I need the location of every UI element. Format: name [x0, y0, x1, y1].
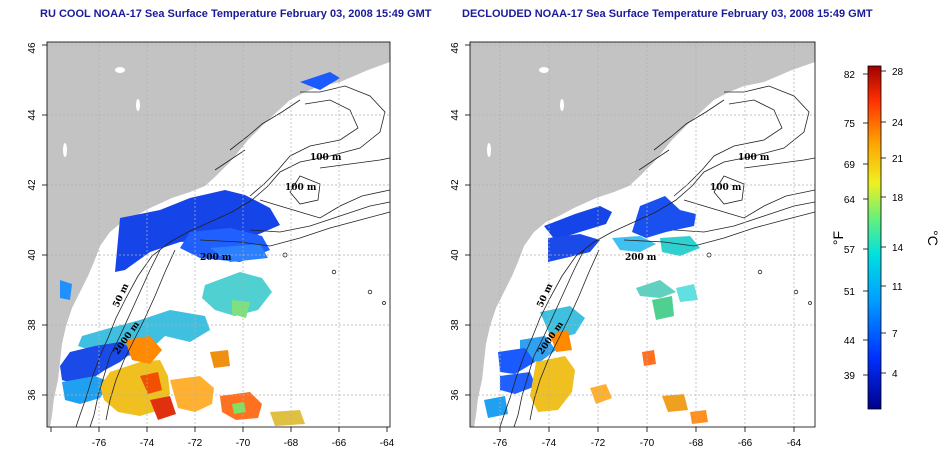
left-map-panel: 100 m 100 m 200 m 50 m 2000 m -76 -74 -7… — [27, 41, 395, 449]
y-axis-ticks — [465, 44, 470, 396]
contour-label-100m: 100 m — [285, 183, 317, 193]
x-tick-label: -68 — [284, 438, 299, 449]
celsius-tick: 21 — [892, 154, 904, 165]
lake-shape — [136, 99, 140, 111]
contour-label-200m: 200 m — [200, 253, 232, 263]
celsius-unit-label: °C — [925, 230, 941, 246]
contour-label-100m: 100 m — [738, 153, 770, 163]
temperature-colorbar: 82 75 69 64 57 51 44 39 28 24 21 18 14 1… — [830, 65, 941, 410]
plot-frame — [46, 41, 391, 428]
lake-shape — [63, 143, 67, 157]
y-tick-label: 44 — [27, 109, 38, 121]
x-tick-label: -70 — [640, 438, 655, 449]
y-tick-label: 38 — [450, 319, 461, 331]
x-tick-label: -66 — [332, 438, 347, 449]
x-tick-label: -70 — [236, 438, 251, 449]
seamount-contour — [331, 269, 337, 275]
celsius-tick: 7 — [892, 329, 898, 340]
y-tick-label: 36 — [450, 389, 461, 401]
y-tick-label: 46 — [27, 42, 38, 54]
contour-label-100m: 100 m — [310, 153, 342, 163]
x-tick-label: -64 — [787, 438, 802, 449]
seamount-contour — [808, 301, 812, 305]
lake-shape — [487, 143, 491, 157]
fahrenheit-tick: 75 — [844, 119, 856, 130]
land-mass — [470, 42, 815, 427]
x-tick-label: -66 — [738, 438, 753, 449]
plot-frame — [469, 41, 816, 428]
seamount-contour — [757, 269, 763, 275]
bathymetry-contours — [499, 85, 815, 427]
lake-shape — [539, 67, 549, 73]
celsius-tick: 18 — [892, 193, 904, 204]
x-tick-label: -76 — [493, 438, 508, 449]
y-tick-label: 42 — [27, 179, 38, 191]
fahrenheit-unit-label: °F — [830, 231, 846, 245]
fahrenheit-tick: 69 — [844, 160, 856, 171]
fahrenheit-tick: 82 — [844, 70, 856, 81]
y-tick-label: 44 — [450, 109, 461, 121]
seamount-contour — [367, 289, 373, 295]
x-tick-label: -68 — [689, 438, 704, 449]
x-tick-label: -74 — [542, 438, 557, 449]
x-tick-label: -74 — [140, 438, 155, 449]
x-tick-label: -72 — [188, 438, 203, 449]
colorbar-ticks — [863, 70, 886, 376]
fahrenheit-tick: 51 — [844, 287, 856, 298]
land-mass — [47, 42, 390, 427]
celsius-tick: 28 — [892, 67, 904, 78]
celsius-tick: 14 — [892, 243, 904, 254]
fahrenheit-tick: 64 — [844, 195, 856, 206]
grid-lines — [470, 42, 815, 427]
y-tick-label: 42 — [450, 179, 461, 191]
sst-data-right — [484, 196, 708, 424]
seamount-contour — [382, 301, 386, 305]
lake-shape — [115, 67, 125, 73]
y-axis-ticks — [42, 44, 47, 396]
right-map-panel: 100 m 100 m 200 m 50 m 2000 m -76 -74 -7… — [450, 41, 816, 449]
contour-label-200m: 200 m — [625, 253, 657, 263]
grid-lines — [47, 42, 390, 427]
y-tick-label: 38 — [27, 319, 38, 331]
x-tick-label: -76 — [92, 438, 107, 449]
right-map-title: DECLOUDED NOAA-17 Sea Surface Temperatur… — [462, 8, 873, 20]
left-map-title: RU COOL NOAA-17 Sea Surface Temperature … — [40, 8, 432, 20]
x-tick-label: -72 — [591, 438, 606, 449]
fahrenheit-tick: 44 — [844, 336, 856, 347]
contour-label-100m: 100 m — [710, 183, 742, 193]
fahrenheit-tick: 57 — [844, 245, 856, 256]
colorbar-gradient — [867, 65, 882, 410]
x-tick-label: -64 — [380, 438, 395, 449]
x-axis-ticks — [50, 427, 388, 432]
sst-data-left — [60, 72, 340, 426]
x-axis-ticks — [499, 427, 795, 432]
y-tick-label: 40 — [450, 249, 461, 261]
lake-shape — [560, 99, 564, 111]
fahrenheit-tick: 39 — [844, 371, 856, 382]
y-tick-label: 46 — [450, 42, 461, 54]
celsius-tick: 11 — [892, 282, 903, 293]
celsius-tick: 4 — [892, 369, 898, 380]
y-tick-label: 40 — [27, 249, 38, 261]
celsius-tick: 24 — [892, 118, 904, 129]
y-tick-label: 36 — [27, 389, 38, 401]
